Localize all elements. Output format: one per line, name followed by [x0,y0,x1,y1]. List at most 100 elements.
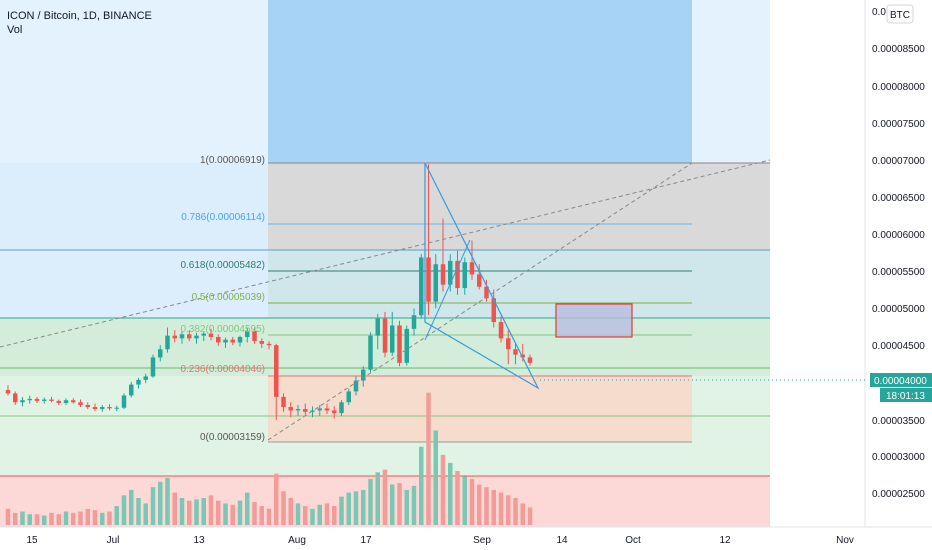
candle [85,402,90,410]
volume-bar [56,514,61,525]
candle [13,391,18,405]
volume-bar [129,489,134,525]
candle [92,403,98,412]
volume-bar [491,489,496,525]
candle [78,399,83,408]
volume-bar [382,469,388,525]
volume-bar [13,512,18,525]
volume-bar [194,499,199,525]
volume-bar [216,500,221,525]
volume-bar [85,508,90,525]
volume-bar [143,503,148,525]
candle [208,328,214,341]
volume-bar [92,510,98,525]
y-tick-label: 0.00007500 [872,119,925,130]
zone-right-lower [692,376,770,442]
volume-bar [281,491,286,525]
candle [216,334,221,346]
candle [477,264,482,290]
candle [266,341,272,350]
candle [382,311,388,358]
volume-bar [187,500,192,525]
volume-bar [448,462,453,525]
candle [295,404,301,416]
candle [303,403,308,415]
volume-bar [121,495,127,525]
volume-bar [20,511,25,525]
volume-bar [498,492,504,525]
price-axis-bg[interactable] [770,0,932,527]
candle [237,335,243,347]
volume-bar [411,485,417,525]
y-tick-label: 0.00008000 [872,82,925,93]
candle [274,343,279,420]
candle [20,396,25,407]
candle [34,396,40,403]
fib-label: 0.382(0.00004595) [180,324,265,335]
candle [426,164,431,316]
currency-badge-box[interactable] [886,4,914,24]
candle [469,240,475,280]
countdown: 18:01:13 [886,391,925,402]
candle [433,254,438,309]
candle [281,393,286,412]
candle [484,279,489,302]
candle [223,337,228,348]
candle [527,354,533,366]
fib-label: 0.786(0.00006114) [181,212,265,223]
candle [194,332,199,344]
candle [158,345,163,362]
fib-label: 0.618(0.00005482) [180,260,265,271]
candle [150,354,156,378]
volume-bar [527,507,533,525]
volume-bar [288,498,293,525]
volume-bar [27,514,32,525]
candle [317,404,322,416]
volume-bar [107,511,112,525]
time-axis-bg[interactable] [0,527,932,550]
x-tick-label: Jul [107,535,120,546]
x-tick-label: Nov [836,535,854,546]
volume-bar [295,503,301,525]
volume-bar [419,446,424,525]
zone-salmon-fib [268,376,692,442]
volume-bar [455,471,460,525]
volume-bar [172,492,177,525]
volume-bar [303,506,308,525]
candle [339,400,344,416]
volume-bar [179,498,185,525]
y-tick-label: 0.00004500 [872,341,925,352]
candle [288,402,293,418]
zone-right-light [692,0,770,163]
volume-bar [100,512,105,525]
volume-bar [136,498,141,525]
candle [346,388,351,405]
volume-bar [259,506,264,525]
candle [179,331,185,344]
candle [440,218,446,292]
x-tick-label: Sep [473,535,491,546]
volume-bar [252,502,257,525]
candle [404,325,409,366]
countdown-box [880,388,932,402]
volume-bars [5,392,533,525]
volume-bar [150,487,156,525]
x-tick-label: 15 [26,535,38,546]
volume-bar [208,495,214,525]
candle [201,331,206,342]
volume-bar [114,506,119,525]
zone-gray-fib [268,163,770,250]
volume-bar [42,515,47,525]
candle [100,404,105,412]
x-tick-label: 12 [719,535,731,546]
volume-bar [317,504,322,525]
y-tick-label: 0.00003000 [872,452,925,463]
candle [390,311,395,357]
x-tick-label: 17 [360,535,372,546]
candle [27,395,32,404]
candle [368,332,373,373]
volume-bar [201,498,206,525]
y-tick-label: 0.00007000 [872,156,925,167]
candle [230,337,235,346]
